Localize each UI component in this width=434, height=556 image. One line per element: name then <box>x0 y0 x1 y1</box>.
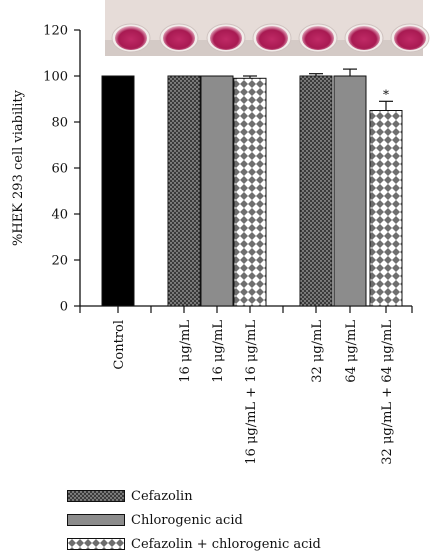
x-tick-label: 64 μg/mL <box>344 320 359 383</box>
legend: Cefazolin Chlorogenic acid Cefazolin + c… <box>67 484 321 556</box>
bar-combo <box>369 110 403 307</box>
legend-swatch-chlorogenic <box>67 514 125 526</box>
y-axis-label: %HEK 293 cell viability <box>11 89 26 246</box>
legend-item-cefazolin: Cefazolin <box>67 484 321 508</box>
x-tick-label: 32 μg/mL <box>310 320 325 383</box>
bar-cefazolin <box>299 75 333 307</box>
bar-combo <box>233 77 267 307</box>
wells-group <box>111 23 430 53</box>
bar-chlorogenic <box>333 75 367 307</box>
y-tick-label: 120 <box>43 24 68 39</box>
bar-chlorogenic <box>200 75 234 307</box>
legend-item-chlorogenic: Chlorogenic acid <box>67 508 321 532</box>
well <box>115 26 147 50</box>
x-tick-label: Control <box>112 320 127 370</box>
x-ticks <box>79 306 413 313</box>
bar-cefazolin <box>167 75 201 307</box>
significance-marker: * <box>383 87 389 101</box>
y-tick-label: 60 <box>51 162 68 177</box>
y-tick-label: 0 <box>60 300 68 315</box>
y-tick-label: 40 <box>51 208 68 223</box>
well <box>163 26 195 50</box>
legend-label: Cefazolin + chlorogenic acid <box>131 536 321 552</box>
y-ticks: 0 20 40 60 80 100 120 <box>43 24 80 315</box>
bars: * <box>101 68 403 307</box>
legend-item-combo: Cefazolin + chlorogenic acid <box>67 532 321 556</box>
well <box>394 26 426 50</box>
x-tick-labels: Control 16 μg/mL 16 μg/mL 16 μg/mL + 16 μg/… <box>112 320 395 465</box>
x-tick-label: 16 μg/mL + 16 μg/mL <box>244 320 259 465</box>
y-tick-label: 20 <box>51 254 68 269</box>
well <box>256 26 288 50</box>
bar-control <box>101 75 135 307</box>
legend-label: Chlorogenic acid <box>131 512 243 528</box>
x-tick-label: 16 μg/mL <box>178 320 193 383</box>
y-tick-label: 80 <box>51 116 68 131</box>
legend-swatch-cefazolin <box>67 490 125 502</box>
x-tick-label: 16 μg/mL <box>211 320 226 383</box>
bar-chart: 0 20 40 60 80 100 120 * Control 16 μg/mL 16 μg/m… <box>11 0 430 465</box>
legend-swatch-combo <box>67 538 125 550</box>
legend-label: Cefazolin <box>131 488 193 504</box>
well-plate-photo <box>105 0 430 56</box>
well <box>210 26 242 50</box>
well <box>348 26 380 50</box>
well <box>302 26 334 50</box>
y-tick-label: 100 <box>43 70 68 85</box>
x-tick-label: 32 μg/mL + 64 μg/mL <box>380 320 395 465</box>
